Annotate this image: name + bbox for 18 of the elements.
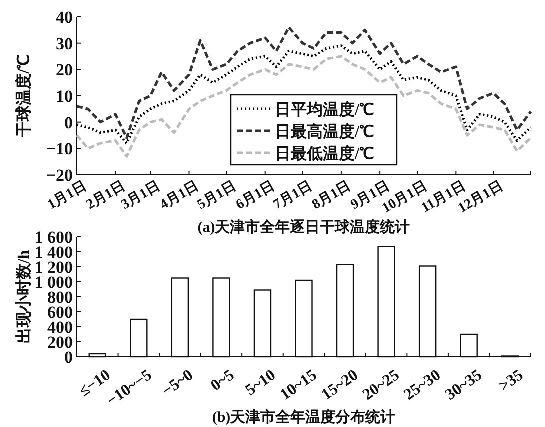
y-axis-title: 干球温度/℃ <box>14 54 33 139</box>
x-tick-label: >35 <box>496 366 527 396</box>
text: (a)天津市全年逐日干球温度统计 <box>198 218 410 236</box>
y-tick-label: −20 <box>46 166 73 185</box>
legend-label: 日最高温度/℃ <box>275 122 374 141</box>
legend-label: 日最低温度/℃ <box>275 144 374 163</box>
y-axis-title: 出现小时数/h <box>15 250 33 344</box>
y-tick-label: 0 <box>64 113 73 132</box>
x-tick-label: 0~5 <box>208 366 238 395</box>
legend-label: 日平均温度/℃ <box>275 100 374 119</box>
text: (b)天津市全年温度分布统计 <box>212 408 396 426</box>
y-tick-label: 30 <box>56 34 73 54</box>
y-tick-label: 40 <box>56 8 73 27</box>
x-tick-label: −5~0 <box>159 366 196 400</box>
x-tick-label: 5~10 <box>242 366 279 400</box>
y-tick-label: −10 <box>46 140 73 159</box>
y-tick-label: 10 <box>56 87 73 106</box>
y-tick-label: 20 <box>56 60 73 80</box>
